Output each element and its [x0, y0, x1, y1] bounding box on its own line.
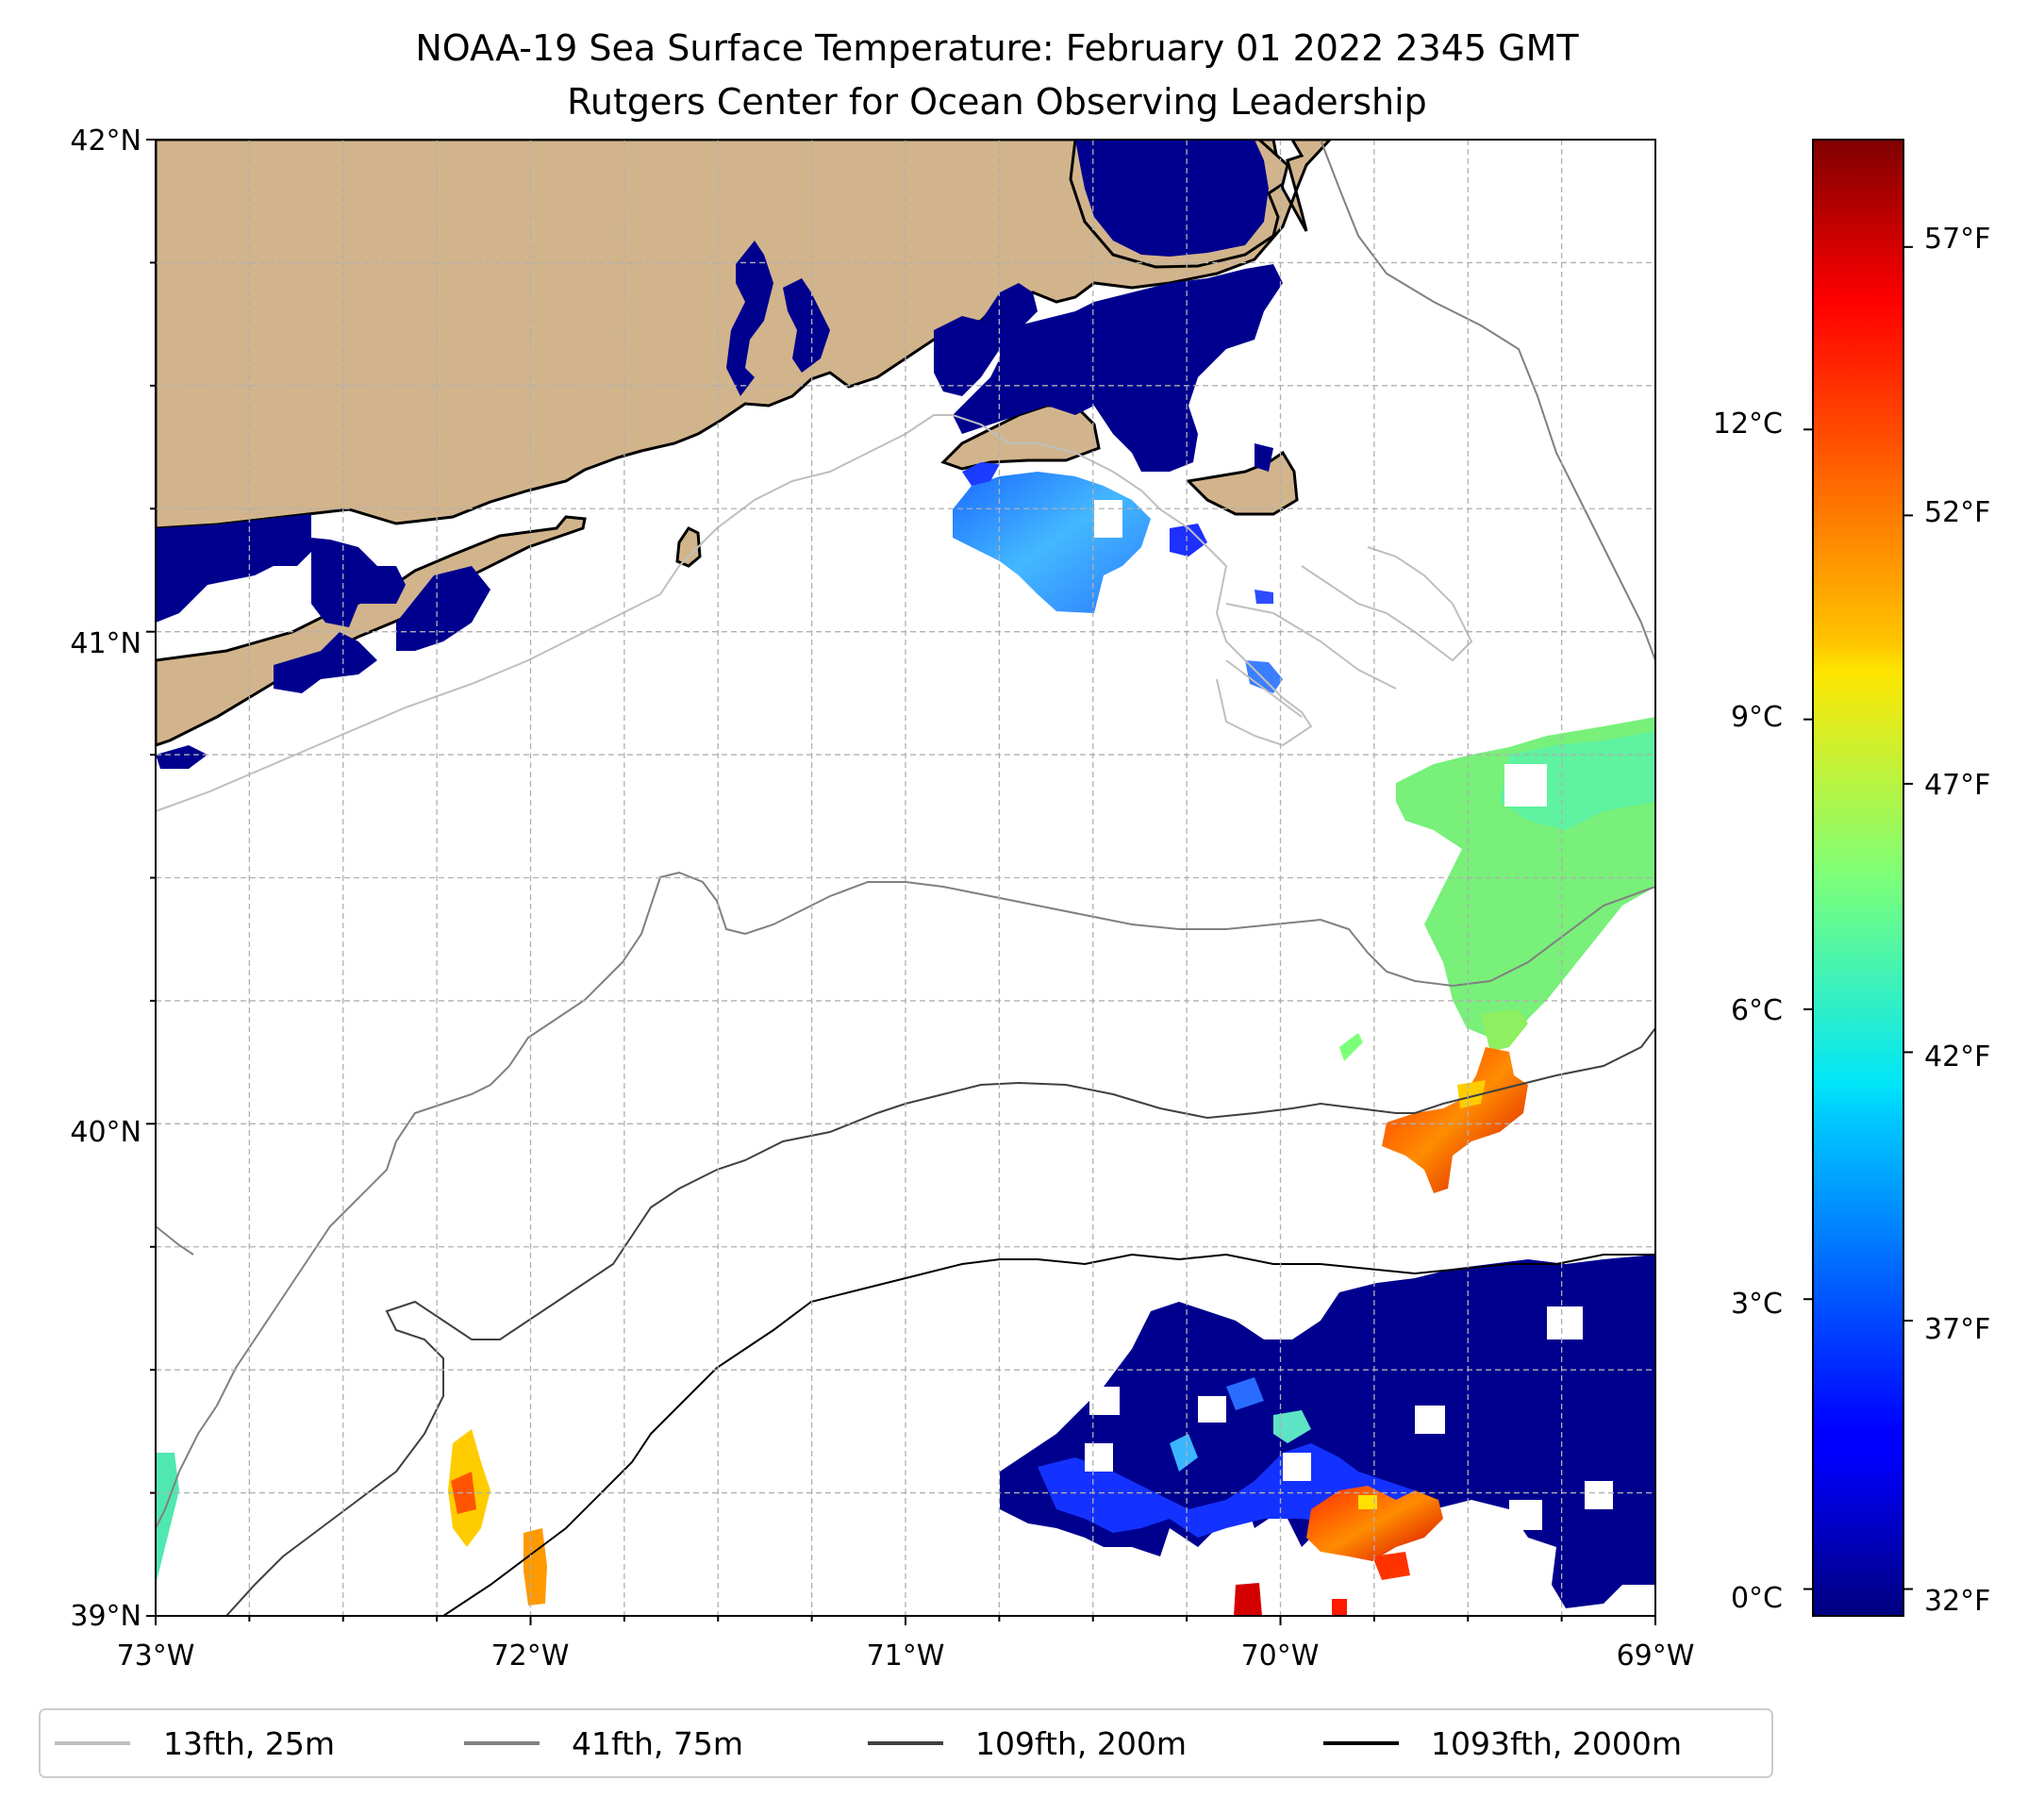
cb-c-label-0: 0°C — [1731, 1582, 1783, 1615]
contour-75m — [156, 140, 1655, 1529]
contour-25m-inner — [156, 414, 1313, 812]
x-tick-label-4: 69°W — [1617, 1639, 1695, 1672]
colorbar-tick-marks — [1803, 245, 1913, 1590]
legend-label-75m: 41fth, 75m — [572, 1725, 743, 1762]
y-tick-label-1: 41°N — [70, 627, 141, 660]
cb-c-label-1: 3°C — [1731, 1288, 1783, 1321]
colorbar-gradient — [1812, 139, 1904, 1617]
bathymetry-legend: 13fth, 25m 41fth, 75m 109fth, 200m 1093f… — [39, 1708, 1773, 1778]
sst-cold-patches — [156, 140, 1283, 769]
contour-200m — [225, 1027, 1655, 1616]
x-tick-label-3: 70°W — [1241, 1639, 1320, 1672]
map-gridlines — [156, 140, 1655, 1616]
cb-c-label-2: 6°C — [1731, 994, 1783, 1027]
colorbar-fahrenheit-ticks: 32°F 37°F 42°F 47°F 52°F 57°F — [1924, 223, 1990, 1618]
legend-label-2000m: 1093fth, 2000m — [1431, 1725, 1682, 1762]
map-title-line2: Rutgers Center for Ocean Observing Leade… — [567, 81, 1427, 123]
sst-southern-cold — [1000, 1255, 1655, 1608]
contour-75m-west — [156, 1225, 194, 1256]
legend-label-200m: 109fth, 200m — [975, 1725, 1187, 1762]
map-axes: 73°W 72°W 71°W 70°W 69°W 42°N 41°N 40°N … — [70, 125, 1694, 1672]
bathymetry-contours — [156, 140, 1655, 1616]
cb-f-label-2: 42°F — [1924, 1040, 1990, 1073]
land-block-island — [675, 526, 702, 568]
cb-f-label-1: 37°F — [1924, 1313, 1990, 1346]
land-martha-vineyard — [940, 404, 1101, 471]
map-panel — [156, 140, 1655, 1616]
map-title-line1: NOAA-19 Sea Surface Temperature: Februar… — [415, 27, 1579, 69]
y-tick-label-2: 40°N — [70, 1116, 141, 1149]
cb-f-label-5: 57°F — [1924, 223, 1990, 256]
cb-f-label-4: 52°F — [1924, 496, 1990, 529]
cb-f-label-0: 32°F — [1924, 1585, 1990, 1618]
x-tick-label-2: 71°W — [867, 1639, 945, 1672]
x-tick-label-1: 72°W — [491, 1639, 570, 1672]
cb-c-label-4: 12°C — [1713, 408, 1783, 441]
cb-f-label-3: 47°F — [1924, 769, 1990, 802]
legend-label-25m: 13fth, 25m — [163, 1725, 335, 1762]
cb-c-label-3: 9°C — [1731, 701, 1783, 734]
y-tick-label-3: 39°N — [70, 1600, 141, 1633]
x-tick-label-0: 73°W — [117, 1639, 195, 1672]
land-nantucket — [1185, 450, 1299, 516]
temperature-colorbar: 0°C 3°C 6°C 9°C 12°C 32°F 37°F 42°F 47°F… — [1713, 139, 1990, 1618]
y-tick-label-0: 42°N — [70, 125, 141, 158]
sst-cool-patches — [953, 462, 1283, 693]
colorbar-celsius-ticks: 0°C 3°C 6°C 9°C 12°C — [1713, 408, 1783, 1615]
contour-2000m — [442, 1253, 1655, 1616]
contour-25m-ridges — [1225, 546, 1473, 718]
